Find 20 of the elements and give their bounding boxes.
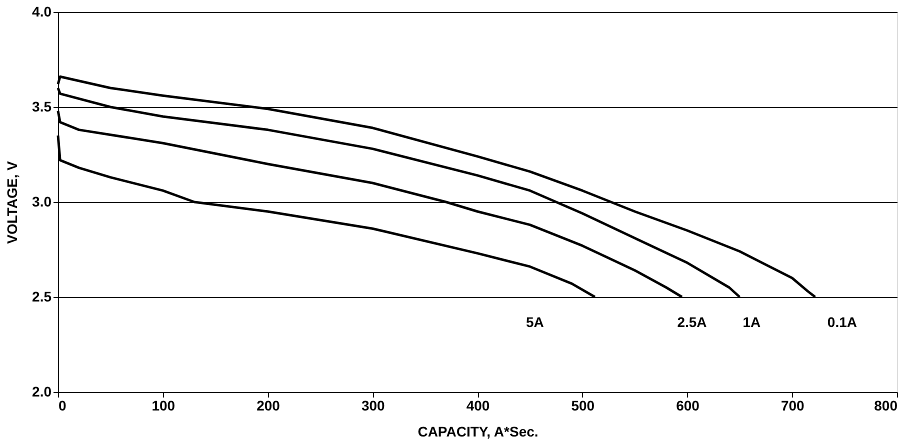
y-tick-label: 4.0 <box>32 4 52 20</box>
text: 5A <box>526 314 544 330</box>
x-axis-title: CAPACITY, A*Sec. <box>418 424 538 440</box>
series-label: 2.5A <box>677 314 707 330</box>
y-axis-title: VOLTAGE, V <box>4 160 20 244</box>
y-tick-label: 2.5 <box>32 288 52 304</box>
x-tick-label: 200 <box>256 398 280 414</box>
y-tick-label: 3.0 <box>32 194 52 210</box>
x-tick-label: 600 <box>676 398 700 414</box>
series-label: 0.1A <box>827 314 857 330</box>
y-tick-label: 2.0 <box>32 384 52 400</box>
x-tick-label: 800 <box>874 398 898 414</box>
series-label: 1A <box>742 314 761 330</box>
x-tick-label: 100 <box>152 398 176 414</box>
x-tick-label: 400 <box>466 398 490 414</box>
x-tick-label: 300 <box>361 398 386 414</box>
x-tick-label: 700 <box>780 398 805 414</box>
y-tick-label: 3.5 <box>32 98 52 114</box>
x-tick-label: 0 <box>58 398 66 414</box>
x-tick-label: 500 <box>571 398 595 414</box>
